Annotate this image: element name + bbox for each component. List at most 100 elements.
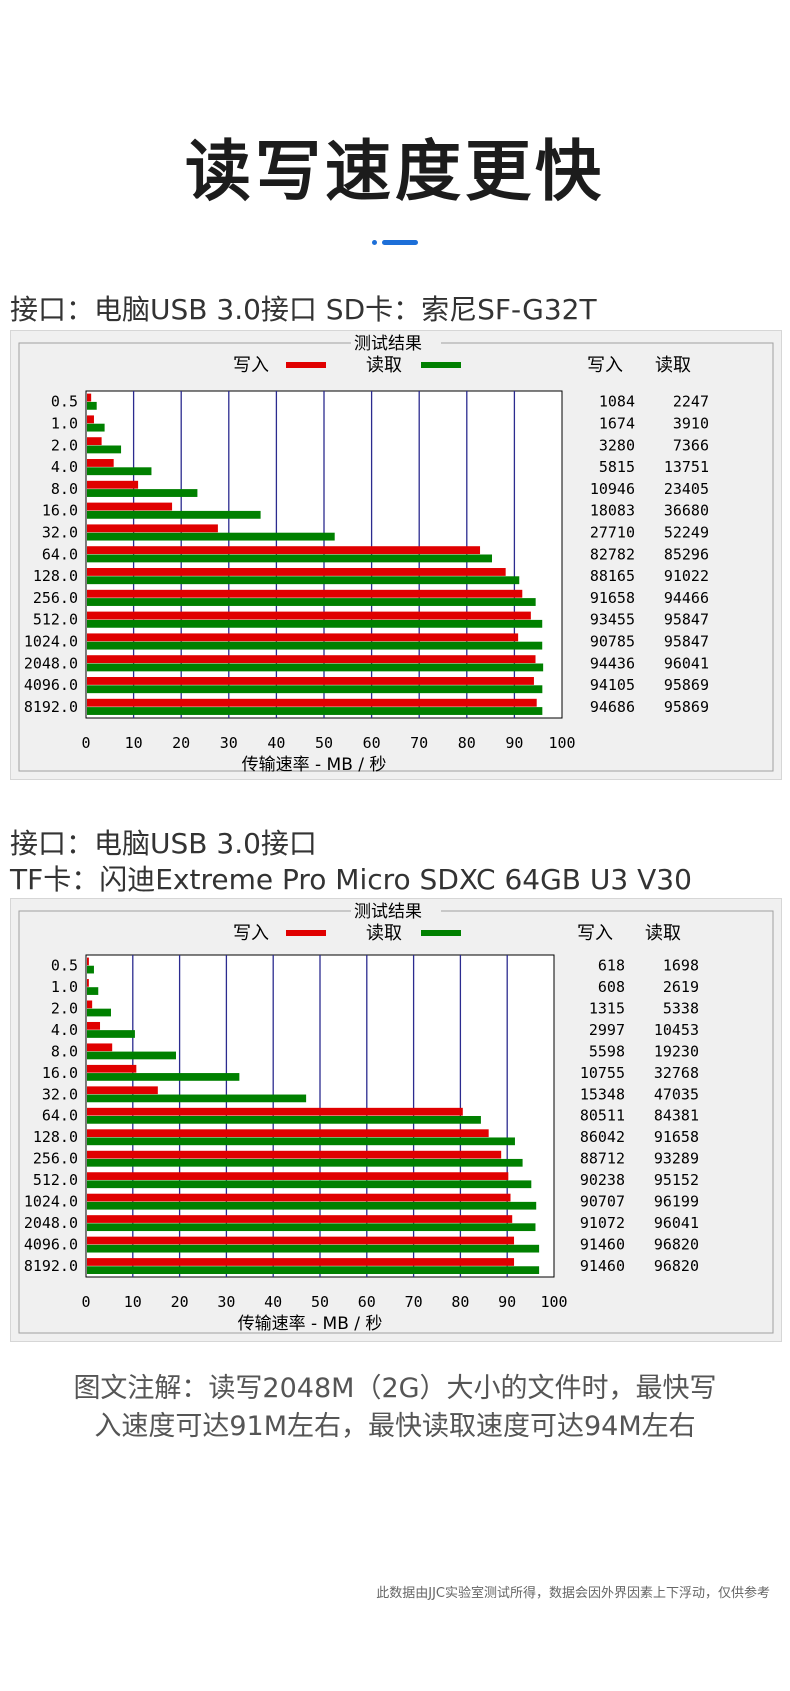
y-category-label: 8192.0 xyxy=(24,1257,78,1275)
bar-write xyxy=(87,1236,515,1245)
y-category-label: 8192.0 xyxy=(24,698,78,716)
x-axis-label: 传输速率 - MB / 秒 xyxy=(238,1314,383,1334)
bar-write xyxy=(87,480,139,489)
x-tick-label: 0 xyxy=(81,1293,90,1311)
value-read: 3910 xyxy=(673,414,709,432)
value-write: 91658 xyxy=(590,589,635,607)
value-write: 94436 xyxy=(590,654,635,672)
bar-read xyxy=(87,467,152,476)
y-category-label: 128.0 xyxy=(33,1128,78,1146)
bar-read xyxy=(87,1008,111,1017)
x-tick-label: 90 xyxy=(505,734,523,752)
x-tick-label: 20 xyxy=(172,734,190,752)
value-read: 95152 xyxy=(654,1171,699,1189)
bar-write xyxy=(87,979,89,987)
legend-write-label: 写入 xyxy=(233,923,269,944)
value-read: 95869 xyxy=(664,676,709,694)
bar-write xyxy=(87,1150,502,1159)
x-tick-label: 60 xyxy=(358,1293,376,1311)
value-read: 95869 xyxy=(664,698,709,716)
bar-read xyxy=(87,1030,135,1038)
bar-read xyxy=(87,619,543,628)
bar-read xyxy=(87,532,335,541)
legend-read-swatch xyxy=(421,930,461,936)
bar-write xyxy=(87,677,534,685)
y-category-label: 512.0 xyxy=(33,1171,78,1189)
bar-read xyxy=(87,663,544,672)
bar-write xyxy=(87,1086,158,1095)
tf-card-caption-line2: TF卡：闪迪Extreme Pro Micro SDXC 64GB U3 V30 xyxy=(10,863,692,896)
value-write: 86042 xyxy=(580,1128,625,1146)
bar-read xyxy=(87,1051,176,1060)
bar-read xyxy=(87,1201,537,1210)
bar-read xyxy=(87,1137,515,1146)
x-tick-label: 50 xyxy=(315,734,333,752)
value-write: 93455 xyxy=(590,611,635,629)
x-tick-label: 10 xyxy=(125,734,143,752)
x-tick-label: 30 xyxy=(220,734,238,752)
value-write: 80511 xyxy=(580,1107,625,1125)
y-category-label: 256.0 xyxy=(33,1150,78,1168)
x-tick-label: 60 xyxy=(363,734,381,752)
y-category-label: 256.0 xyxy=(33,589,78,607)
bar-read xyxy=(87,965,94,974)
legend-read-label: 读取 xyxy=(366,355,402,376)
value-read: 19230 xyxy=(654,1042,699,1060)
value-read: 23405 xyxy=(664,480,709,498)
bar-read xyxy=(87,576,520,585)
value-read: 93289 xyxy=(654,1150,699,1168)
y-category-label: 8.0 xyxy=(51,480,78,498)
bar-read xyxy=(87,554,493,563)
value-write: 90238 xyxy=(580,1171,625,1189)
bar-write xyxy=(87,1215,513,1223)
value-read: 2247 xyxy=(673,393,709,411)
divider-dot xyxy=(372,240,377,245)
value-read: 96820 xyxy=(654,1236,699,1254)
bar-read xyxy=(87,987,99,995)
y-category-label: 16.0 xyxy=(42,1064,78,1082)
bar-write xyxy=(87,502,173,511)
y-category-label: 32.0 xyxy=(42,523,78,541)
y-category-label: 2.0 xyxy=(51,999,78,1017)
x-tick-label: 0 xyxy=(81,734,90,752)
bar-write xyxy=(87,633,519,642)
y-category-label: 8.0 xyxy=(51,1042,78,1060)
value-write: 91072 xyxy=(580,1214,625,1232)
x-axis-label: 传输速率 - MB / 秒 xyxy=(242,755,387,775)
x-tick-label: 50 xyxy=(311,1293,329,1311)
value-write: 88165 xyxy=(590,567,635,585)
value-write: 94686 xyxy=(590,698,635,716)
bar-write xyxy=(87,568,506,576)
bar-read xyxy=(87,707,543,715)
x-tick-label: 70 xyxy=(405,1293,423,1311)
y-category-label: 4.0 xyxy=(51,458,78,476)
value-write: 94105 xyxy=(590,676,635,694)
bar-write xyxy=(87,1129,489,1138)
x-tick-label: 80 xyxy=(458,734,476,752)
bar-read xyxy=(87,1073,240,1081)
x-tick-label: 40 xyxy=(264,1293,282,1311)
y-category-label: 64.0 xyxy=(42,545,78,563)
bar-read xyxy=(87,1223,536,1232)
bar-read xyxy=(87,1158,523,1167)
y-category-label: 1.0 xyxy=(51,414,78,432)
x-tick-label: 20 xyxy=(171,1293,189,1311)
y-category-label: 16.0 xyxy=(42,502,78,520)
value-read: 1698 xyxy=(663,956,699,974)
x-tick-label: 40 xyxy=(267,734,285,752)
x-tick-label: 70 xyxy=(410,734,428,752)
value-read: 2619 xyxy=(663,978,699,996)
bar-write xyxy=(87,437,102,446)
bar-write xyxy=(87,1172,509,1180)
value-read: 7366 xyxy=(673,436,709,454)
value-write: 1674 xyxy=(599,414,635,432)
y-category-label: 2048.0 xyxy=(24,1214,78,1232)
divider-bar xyxy=(382,240,418,245)
bar-write xyxy=(87,415,94,424)
value-write: 10946 xyxy=(590,480,635,498)
value-read: 94466 xyxy=(664,589,709,607)
note-line2: 入速度可达91M左右，最快读取速度可达94M左右 xyxy=(94,1411,696,1442)
value-write: 608 xyxy=(598,978,625,996)
value-read: 95847 xyxy=(664,632,709,650)
